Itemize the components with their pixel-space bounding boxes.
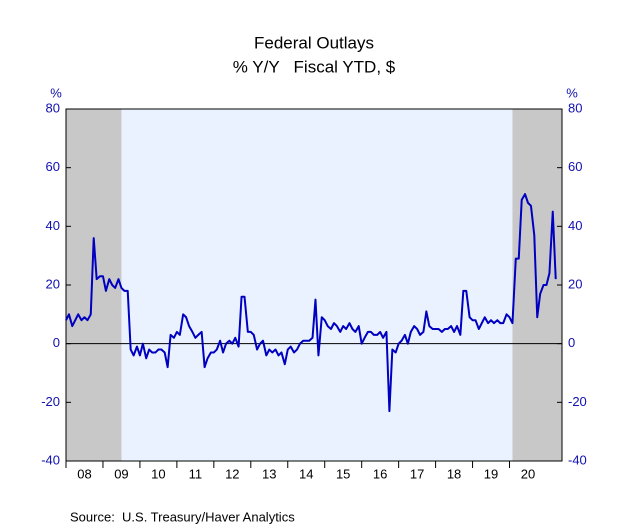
- chart-title: Federal Outlays: [254, 33, 374, 52]
- x-tick-label: 17: [410, 466, 424, 481]
- x-tick-label: 14: [299, 466, 313, 481]
- x-tick-label: 08: [77, 466, 91, 481]
- y2-tick-label: 40: [568, 218, 582, 233]
- x-tick-label: 11: [189, 466, 203, 481]
- y-tick-label: -20: [41, 394, 60, 409]
- y-tick-label: 60: [46, 159, 60, 174]
- x-tick-label: 15: [336, 466, 350, 481]
- plot-background: [66, 109, 562, 461]
- y2-tick-label: 60: [568, 159, 582, 174]
- y2-axis-label: %: [566, 85, 578, 100]
- x-tick-label: 09: [114, 466, 128, 481]
- x-tick-label: 13: [262, 466, 276, 481]
- x-tick-label: 20: [521, 466, 535, 481]
- y-axis-label: %: [50, 85, 62, 100]
- x-tick-label: 18: [447, 466, 461, 481]
- y2-tick-label: 80: [568, 100, 582, 115]
- y-tick-label: 80: [46, 100, 60, 115]
- y-tick-label: -40: [41, 452, 60, 467]
- x-tick-label: 12: [225, 466, 239, 481]
- y2-tick-label: -20: [568, 394, 587, 409]
- x-tick-label: 16: [373, 466, 387, 481]
- x-tick-label: 19: [484, 466, 498, 481]
- y2-tick-label: -40: [568, 452, 587, 467]
- chart-subtitle: % Y/Y Fiscal YTD, $: [233, 57, 396, 76]
- x-tick-label: 10: [151, 466, 165, 481]
- y-tick-label: 0: [53, 335, 60, 350]
- y2-tick-label: 0: [568, 335, 575, 350]
- y-tick-label: 20: [46, 276, 60, 291]
- data-line: [65, 193, 557, 413]
- recession-shade: [512, 109, 562, 461]
- y2-tick-label: 20: [568, 276, 582, 291]
- source-note: Source: U.S. Treasury/Haver Analytics: [70, 509, 295, 524]
- y-tick-label: 40: [46, 218, 60, 233]
